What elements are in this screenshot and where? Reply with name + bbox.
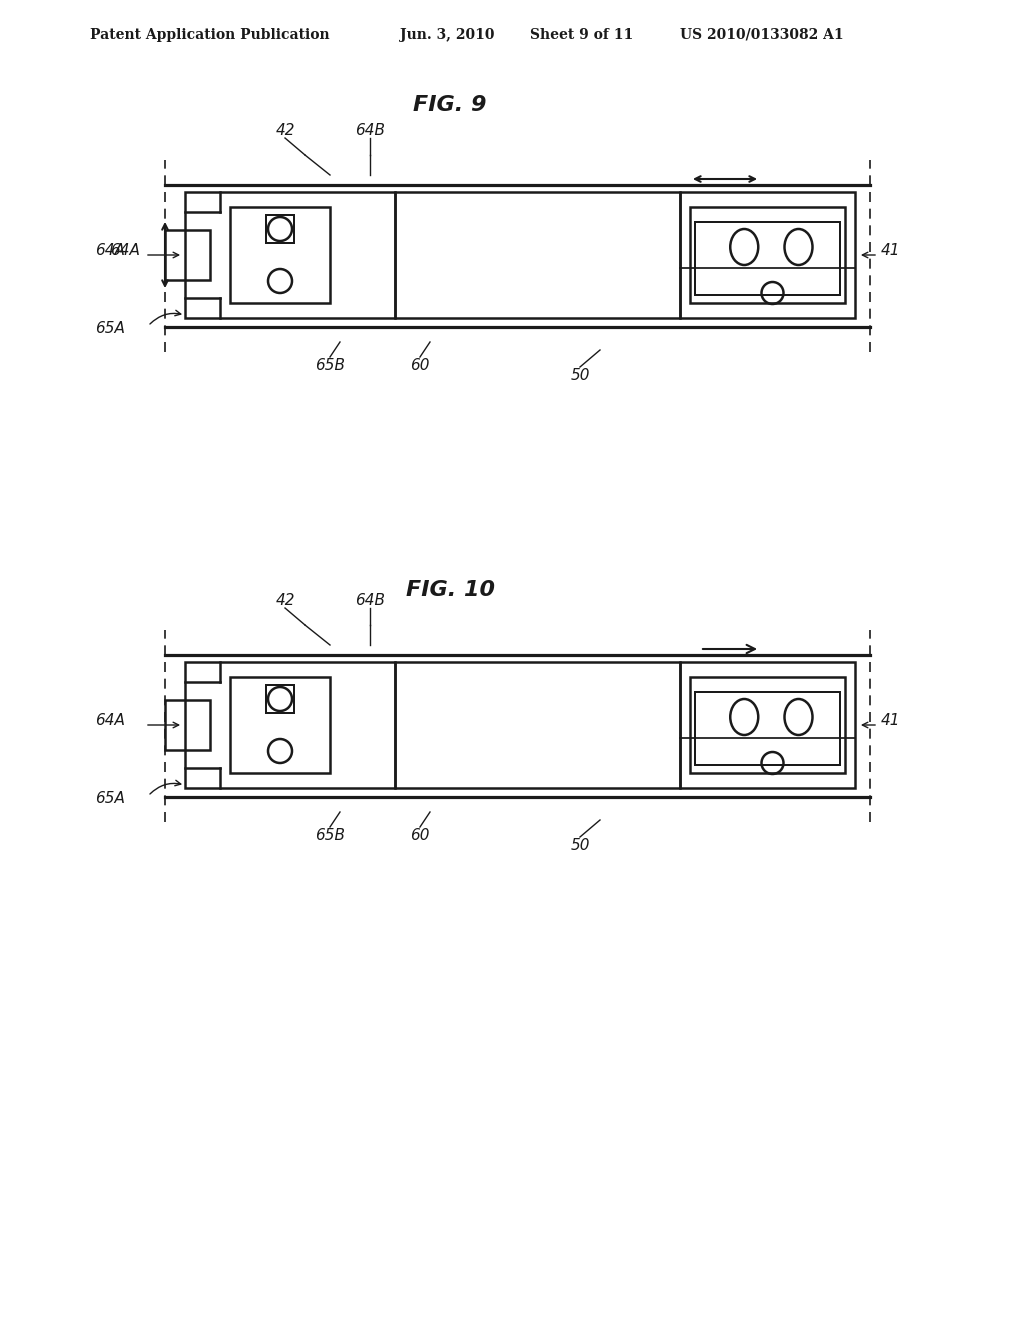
Text: 65B: 65B [315, 358, 345, 374]
Text: 42: 42 [275, 123, 295, 139]
Text: 65A: 65A [95, 791, 125, 807]
Text: FIG. 10: FIG. 10 [406, 579, 495, 601]
Text: 42: 42 [275, 593, 295, 609]
Text: 41: 41 [881, 243, 900, 257]
Text: Jun. 3, 2010: Jun. 3, 2010 [400, 28, 495, 42]
Text: 64B: 64B [355, 123, 385, 139]
Text: 50: 50 [570, 838, 590, 853]
Text: Patent Application Publication: Patent Application Publication [90, 28, 330, 42]
Text: Sheet 9 of 11: Sheet 9 of 11 [530, 28, 633, 42]
Text: 64B: 64B [355, 593, 385, 609]
Text: 64A: 64A [95, 243, 125, 257]
Text: 41: 41 [881, 713, 900, 729]
Text: 64A: 64A [95, 713, 125, 729]
Text: 50: 50 [570, 368, 590, 383]
Text: FIG. 9: FIG. 9 [414, 95, 486, 115]
Text: 65B: 65B [315, 828, 345, 843]
Text: 60: 60 [411, 828, 430, 843]
Text: US 2010/0133082 A1: US 2010/0133082 A1 [680, 28, 844, 42]
Text: 65A: 65A [95, 321, 125, 337]
Text: 60: 60 [411, 358, 430, 374]
Text: 64A: 64A [110, 243, 140, 257]
